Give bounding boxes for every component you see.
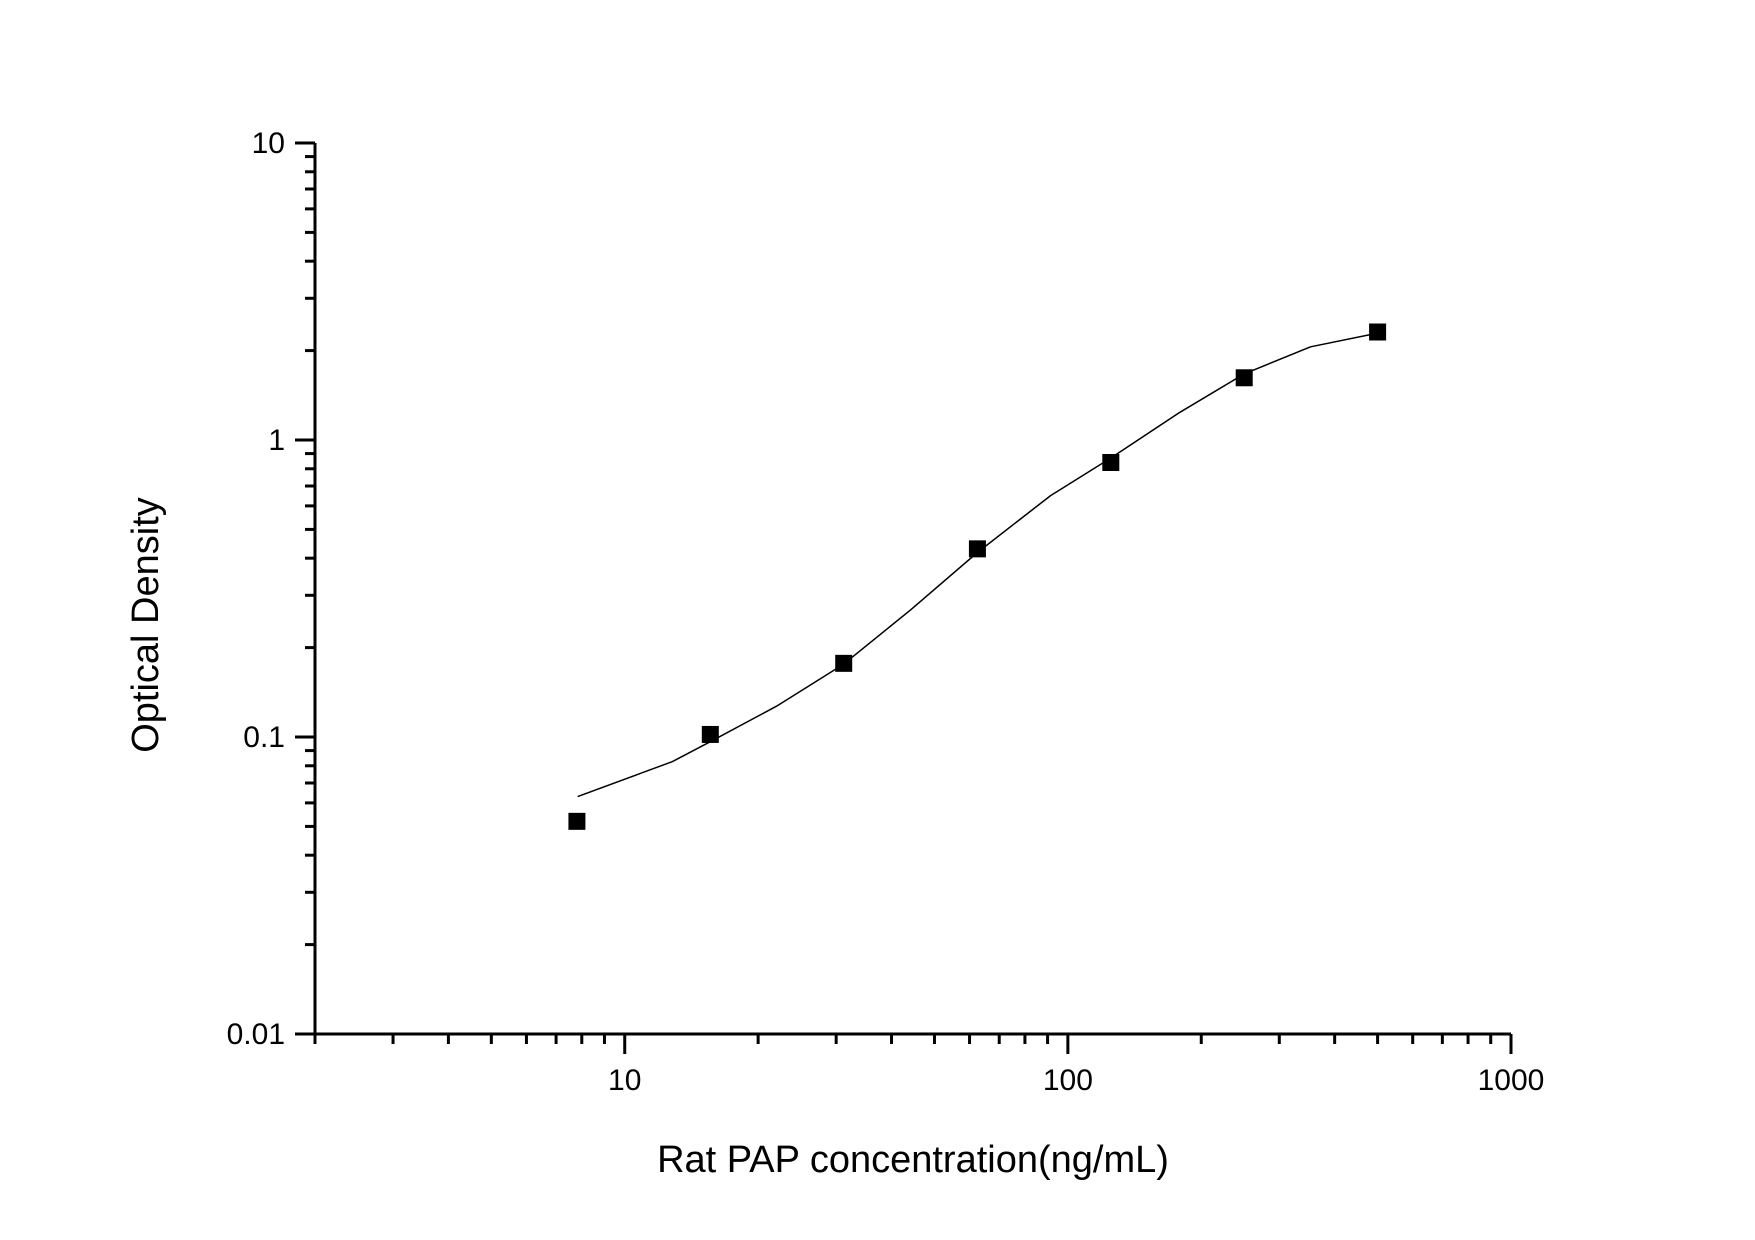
x-tick-label: 100 xyxy=(1043,1064,1093,1097)
y-axis-ticks xyxy=(295,141,315,1036)
y-tick-label: 1 xyxy=(268,424,285,457)
fitted-curve-line xyxy=(577,332,1378,798)
x-axis-ticks xyxy=(313,1034,1513,1054)
data-points xyxy=(568,323,1387,830)
data-point-square xyxy=(835,654,853,672)
y-axis-title: Optical Density xyxy=(125,497,167,753)
y-tick-label: 10 xyxy=(252,127,285,160)
y-axis-tick-labels: 0.01 0.1 1 10 xyxy=(227,127,285,1051)
fitted-curve xyxy=(577,332,1378,798)
x-axis-tick-labels: 10 100 1000 xyxy=(608,1064,1544,1097)
y-tick-label: 0.01 xyxy=(227,1018,285,1051)
x-tick-label: 1000 xyxy=(1478,1064,1545,1097)
data-point-square xyxy=(1235,369,1253,387)
data-point-square xyxy=(701,725,719,743)
x-axis-title: Rat PAP concentration(ng/mL) xyxy=(657,1139,1169,1181)
data-point-square xyxy=(968,540,986,558)
data-point-square xyxy=(568,812,586,830)
plot-area xyxy=(568,323,1387,830)
x-tick-label: 10 xyxy=(608,1064,641,1097)
data-point-square xyxy=(1369,323,1387,341)
y-tick-label: 0.1 xyxy=(243,721,285,754)
data-point-square xyxy=(1102,453,1120,471)
